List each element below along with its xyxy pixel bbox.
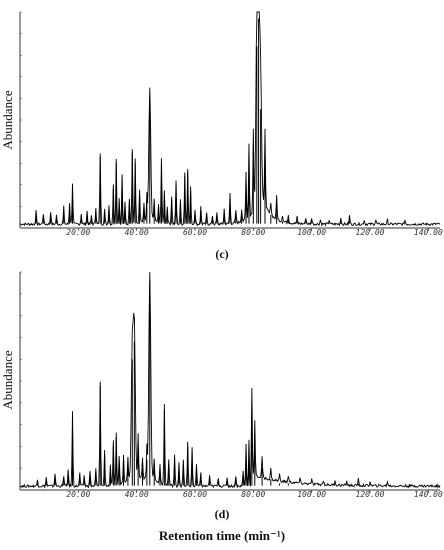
x-tick-label: 100.00: [297, 228, 326, 237]
y-axis-label: Abundance: [0, 350, 15, 409]
x-tick-label: 140.00: [414, 490, 443, 499]
chromatogram-panel-d: 20.00 40.00 60.00 80.00 100.00 120.00 140.00 Ab…: [0, 271, 443, 543]
x-tick-label: 120.00: [356, 228, 385, 237]
x-tick-label: 60.00: [183, 228, 207, 237]
x-tick-label: 120.00: [356, 490, 385, 499]
x-axis-label: Retention time (min⁻¹): [159, 528, 285, 543]
chromatogram-panel-c: 20.00 40.00 60.00 80.00 100.00 120.00 140.00 Ab…: [0, 11, 443, 261]
x-tick-label: 100.00: [297, 490, 326, 499]
x-tick-label: 80.00: [241, 228, 265, 237]
chromatogram-trace: [19, 271, 441, 489]
x-tick-label: 140.00: [414, 228, 443, 237]
chromatogram-trace: [19, 11, 441, 227]
y-axis-label: Abundance: [0, 90, 15, 149]
panel-label: (d): [215, 507, 230, 521]
x-tick-label: 20.00: [66, 490, 90, 499]
panel-label: (c): [215, 247, 228, 261]
x-tick-label: 40.00: [125, 228, 149, 237]
x-tick-label: 20.00: [66, 228, 90, 237]
x-tick-label: 40.00: [125, 490, 149, 499]
x-tick-label: 60.00: [183, 490, 207, 499]
x-tick-label: 80.00: [241, 490, 265, 499]
